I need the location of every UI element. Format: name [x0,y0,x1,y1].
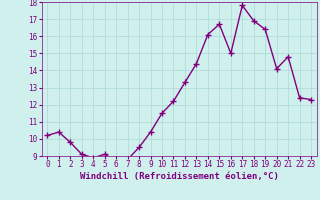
X-axis label: Windchill (Refroidissement éolien,°C): Windchill (Refroidissement éolien,°C) [80,172,279,181]
